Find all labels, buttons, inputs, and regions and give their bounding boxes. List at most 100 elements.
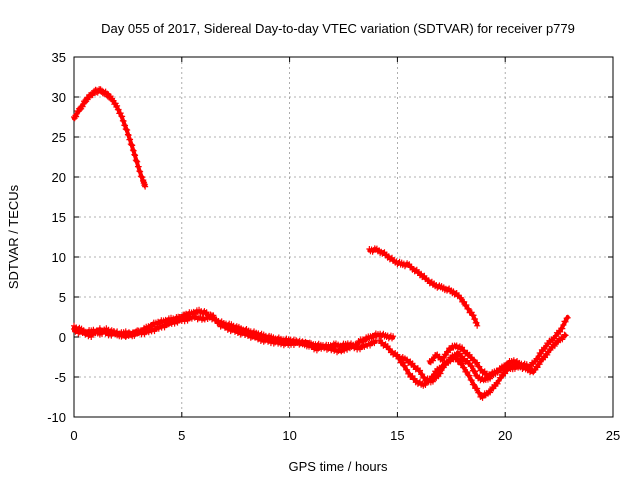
- data-point: [453, 355, 460, 362]
- series-arc-6: [394, 331, 569, 401]
- data-point: [128, 141, 135, 148]
- data-point: [394, 351, 401, 358]
- grid-lines: [74, 57, 613, 417]
- data-point: [464, 369, 471, 376]
- series-trace: [367, 247, 480, 327]
- data-point: [114, 102, 121, 109]
- data-point: [129, 147, 136, 154]
- x-tick-label: 20: [498, 428, 512, 443]
- data-point: [135, 163, 142, 170]
- data-point: [465, 305, 472, 312]
- data-point: [473, 319, 480, 326]
- data-point: [462, 302, 469, 309]
- data-point: [523, 361, 530, 368]
- data-point: [557, 328, 564, 335]
- data-point: [468, 363, 475, 370]
- data-point: [461, 364, 468, 371]
- data-point: [129, 142, 136, 149]
- data-point: [536, 361, 543, 368]
- data-point: [223, 323, 230, 330]
- y-tick-label: 15: [52, 210, 66, 225]
- data-point: [399, 359, 406, 366]
- data-point: [560, 322, 567, 328]
- data-point: [474, 359, 481, 366]
- data-point: [562, 318, 569, 325]
- data-point: [124, 127, 131, 134]
- data-points: [71, 86, 571, 401]
- data-point: [534, 356, 541, 363]
- data-point: [419, 371, 426, 378]
- data-point: [551, 343, 558, 350]
- series-arc-7: [426, 342, 530, 380]
- y-tick-label: 20: [52, 170, 66, 185]
- y-tick-label: -10: [47, 410, 66, 425]
- data-point: [470, 381, 477, 388]
- data-point: [127, 136, 134, 143]
- data-point: [417, 367, 424, 374]
- data-point: [130, 147, 137, 154]
- data-point: [122, 122, 129, 129]
- data-point: [210, 312, 217, 319]
- chart-title: Day 055 of 2017, Sidereal Day-to-day VTE…: [101, 21, 575, 36]
- data-point: [443, 348, 450, 355]
- data-point: [476, 363, 483, 370]
- data-point: [131, 151, 138, 158]
- data-point: [134, 158, 141, 165]
- data-point: [137, 168, 144, 175]
- series-arc-1: [71, 86, 149, 190]
- data-point: [115, 106, 122, 113]
- data-point: [79, 103, 86, 110]
- x-axis-label: GPS time / hours: [289, 459, 388, 474]
- x-tick-label: 10: [282, 428, 296, 443]
- data-point: [101, 327, 108, 334]
- data-point: [390, 333, 397, 340]
- data-point: [470, 312, 477, 319]
- data-point: [461, 298, 468, 305]
- x-tick-label: 5: [178, 428, 185, 443]
- data-point: [396, 355, 403, 362]
- data-point: [472, 368, 479, 375]
- data-point: [96, 325, 103, 332]
- data-point: [468, 377, 475, 384]
- y-tick-label: 35: [52, 50, 66, 65]
- axis-ticks: 0 5 10 15 20 25 -10 -5 0 5 10 15 20 25 30 35: [47, 50, 620, 443]
- series-arc-3: [71, 311, 379, 356]
- data-point: [439, 358, 446, 364]
- data-point: [401, 362, 408, 369]
- data-point: [474, 322, 481, 329]
- data-point: [561, 331, 568, 338]
- data-point: [125, 132, 132, 139]
- data-point: [73, 113, 80, 120]
- data-point: [132, 152, 139, 159]
- data-point: [306, 339, 313, 346]
- data-point: [476, 389, 483, 396]
- y-tick-label: 25: [52, 130, 66, 145]
- data-point: [119, 113, 126, 120]
- data-point: [429, 357, 436, 364]
- data-point: [559, 325, 566, 332]
- data-point: [536, 350, 543, 356]
- y-tick-label: 5: [59, 290, 66, 305]
- y-tick-label: 30: [52, 90, 66, 105]
- data-point: [133, 158, 140, 164]
- y-tick-label: 0: [59, 330, 66, 345]
- data-point: [139, 174, 146, 181]
- data-point: [463, 302, 470, 308]
- series-arc-5: [377, 314, 571, 386]
- data-point: [544, 351, 551, 358]
- data-point: [213, 316, 220, 323]
- data-point: [404, 366, 411, 373]
- data-point: [117, 110, 124, 117]
- data-point: [564, 314, 571, 321]
- y-axis-label: SDTVAR / TECUs: [6, 184, 21, 289]
- y-tick-label: -5: [54, 370, 66, 385]
- x-tick-label: 0: [70, 428, 77, 443]
- data-point: [429, 374, 436, 381]
- data-point: [459, 360, 466, 367]
- plot-frame: [73, 56, 614, 418]
- y-tick-label: 10: [52, 250, 66, 265]
- x-tick-label: 15: [390, 428, 404, 443]
- data-point: [472, 316, 479, 322]
- data-point: [474, 385, 481, 392]
